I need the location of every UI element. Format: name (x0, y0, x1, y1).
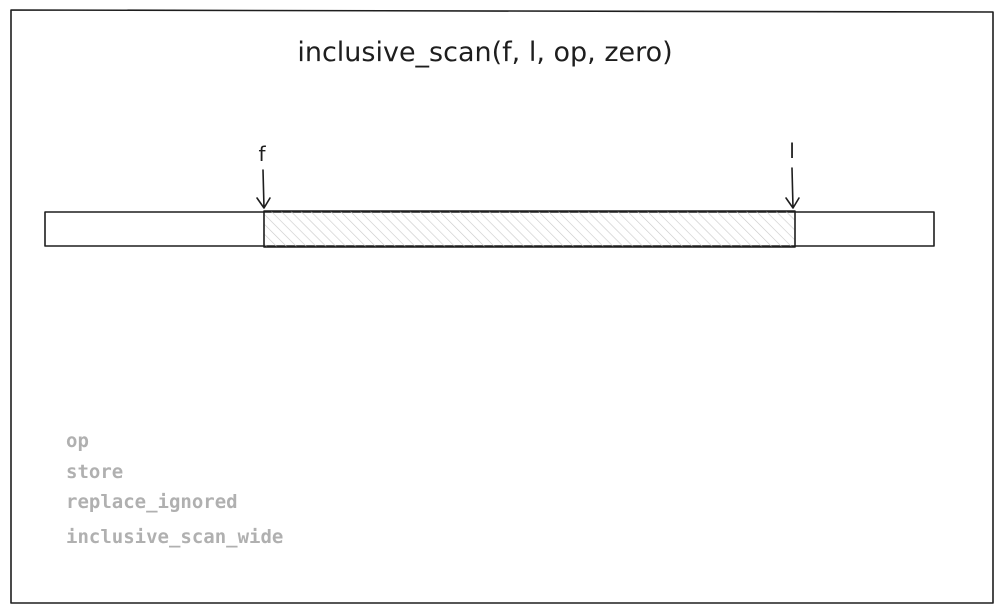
pointer-f-arrow (256, 169, 271, 209)
pointer-l-arrow (785, 167, 800, 209)
diagram-title: inclusive_scan(f, l, op, zero) (297, 37, 672, 68)
legend: op store replace_ignored inclusive_scan_… (66, 430, 283, 548)
pointer-f-label: f (258, 142, 266, 166)
legend-item-op: op (66, 430, 89, 452)
scan-range (263, 210, 796, 248)
legend-item-replace-ignored: replace_ignored (66, 491, 238, 513)
scan-range-fill (264, 211, 795, 247)
diagram-frame (10, 9, 994, 604)
legend-item-store: store (66, 461, 123, 483)
legend-item-inclusive-scan-wide: inclusive_scan_wide (66, 526, 283, 548)
pointer-l-label: l (789, 139, 795, 163)
